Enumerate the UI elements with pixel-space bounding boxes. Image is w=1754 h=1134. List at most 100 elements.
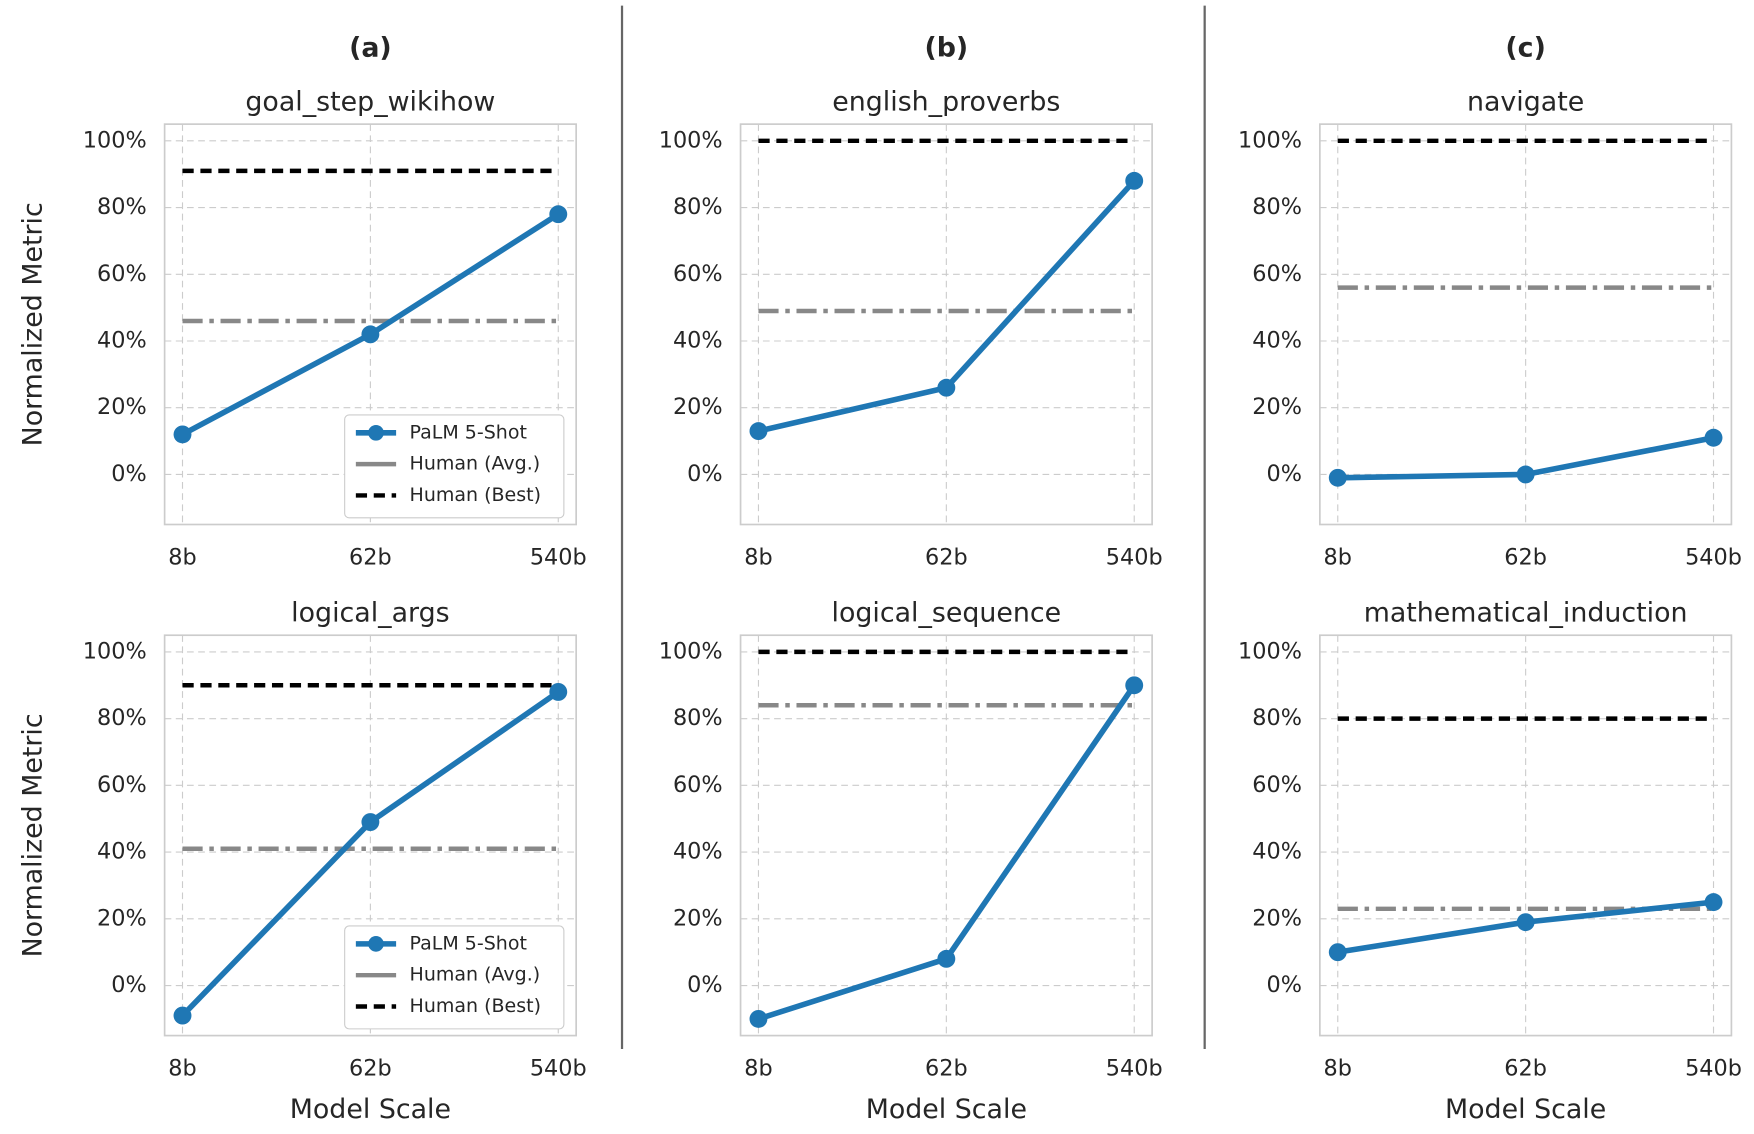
- point: [1125, 171, 1144, 190]
- plot-area: [1319, 123, 1733, 526]
- panel-label: (b): [924, 33, 968, 64]
- y-tick-label: 60%: [97, 261, 147, 287]
- y-tick-label: 0%: [687, 461, 722, 487]
- point: [173, 425, 192, 444]
- y-axis-label: Normalized Metric: [17, 713, 48, 957]
- legend-label: PaLM 5-Shot: [410, 932, 527, 954]
- point: [1516, 465, 1535, 484]
- y-tick-label: 80%: [1252, 705, 1302, 731]
- x-tick-label: 540b: [1106, 1056, 1163, 1082]
- subplot-title: navigate: [1467, 86, 1584, 117]
- x-tick-label: 8b: [168, 545, 196, 571]
- point: [749, 422, 768, 441]
- y-tick-label: 100%: [659, 127, 723, 153]
- x-tick-label: 62b: [1504, 545, 1547, 571]
- legend-label: PaLM 5-Shot: [410, 421, 527, 443]
- x-tick-label: 8b: [168, 1056, 196, 1082]
- point: [361, 325, 380, 344]
- y-tick-label: 20%: [673, 905, 723, 931]
- y-tick-label: 40%: [1252, 839, 1302, 865]
- y-tick-label: 0%: [111, 972, 146, 998]
- legend-box: [344, 414, 565, 519]
- x-tick-label: 8b: [744, 545, 772, 571]
- y-tick-label: 100%: [1238, 638, 1302, 664]
- y-tick-label: 60%: [1252, 261, 1302, 287]
- x-tick-label: 62b: [925, 1056, 968, 1082]
- subplot-title: english_proverbs: [832, 86, 1060, 117]
- point: [937, 378, 956, 397]
- subplot-title: logical_args: [291, 597, 449, 628]
- point: [173, 1006, 192, 1025]
- y-tick-label: 60%: [673, 261, 723, 287]
- y-tick-label: 40%: [97, 839, 147, 865]
- x-tick-label: 62b: [349, 1056, 392, 1082]
- x-tick-label: 540b: [1106, 545, 1163, 571]
- x-tick-label: 540b: [1685, 545, 1742, 571]
- subplot-title: logical_sequence: [831, 597, 1061, 628]
- y-tick-label: 40%: [673, 328, 723, 354]
- point: [1704, 893, 1723, 912]
- x-tick-label: 62b: [1504, 1056, 1547, 1082]
- point: [1328, 943, 1347, 962]
- x-axis-label: Model Scale: [290, 1094, 451, 1125]
- y-tick-label: 20%: [97, 905, 147, 931]
- legend-marker: [368, 936, 384, 952]
- y-tick-label: 40%: [673, 839, 723, 865]
- y-tick-label: 60%: [673, 772, 723, 798]
- y-tick-label: 60%: [97, 772, 147, 798]
- y-tick-label: 20%: [1252, 394, 1302, 420]
- y-tick-label: 60%: [1252, 772, 1302, 798]
- point: [1704, 428, 1723, 447]
- panel-label: (c): [1505, 33, 1545, 64]
- y-tick-label: 80%: [97, 194, 147, 220]
- panel-label: (a): [349, 33, 392, 64]
- y-tick-label: 40%: [1252, 328, 1302, 354]
- legend-label: Human (Best): [410, 484, 541, 506]
- y-tick-label: 40%: [97, 328, 147, 354]
- legend-marker: [368, 424, 384, 441]
- x-axis-label: Model Scale: [1445, 1094, 1606, 1125]
- subplot-title: goal_step_wikihow: [245, 86, 495, 117]
- y-axis-label: Normalized Metric: [17, 202, 48, 446]
- y-tick-label: 20%: [1252, 905, 1302, 931]
- plot-area: [739, 123, 1153, 526]
- y-tick-label: 100%: [83, 127, 147, 153]
- legend-label: Human (Best): [410, 995, 541, 1017]
- x-tick-label: 540b: [1685, 1056, 1742, 1082]
- y-tick-label: 80%: [1252, 194, 1302, 220]
- point: [549, 205, 568, 224]
- y-tick-label: 80%: [97, 705, 147, 731]
- point: [1516, 913, 1535, 932]
- plot-area: [739, 634, 1153, 1037]
- point: [549, 682, 568, 701]
- y-tick-label: 100%: [83, 638, 147, 664]
- point: [1328, 468, 1347, 487]
- y-tick-label: 80%: [673, 705, 723, 731]
- legend-box: [344, 925, 565, 1030]
- y-tick-label: 20%: [673, 394, 723, 420]
- point: [749, 1009, 768, 1028]
- point: [937, 949, 956, 968]
- plot-area: [1319, 634, 1733, 1037]
- y-tick-label: 20%: [97, 394, 147, 420]
- x-tick-label: 62b: [925, 545, 968, 571]
- subplot-title: mathematical_induction: [1364, 597, 1688, 628]
- x-tick-label: 540b: [530, 545, 587, 571]
- x-axis-label: Model Scale: [866, 1094, 1027, 1125]
- point: [361, 813, 380, 832]
- y-tick-label: 100%: [659, 638, 723, 664]
- x-tick-label: 8b: [744, 1056, 772, 1082]
- x-tick-label: 540b: [530, 1056, 587, 1082]
- legend-label: Human (Avg.): [410, 453, 541, 475]
- point: [1125, 676, 1144, 695]
- x-tick-label: 8b: [1324, 1056, 1352, 1082]
- x-tick-label: 8b: [1324, 545, 1352, 571]
- y-tick-label: 0%: [1266, 972, 1301, 998]
- y-tick-label: 0%: [1266, 461, 1301, 487]
- legend-label: Human (Avg.): [410, 964, 541, 986]
- y-tick-label: 80%: [673, 194, 723, 220]
- y-tick-label: 100%: [1238, 127, 1302, 153]
- y-tick-label: 0%: [687, 972, 722, 998]
